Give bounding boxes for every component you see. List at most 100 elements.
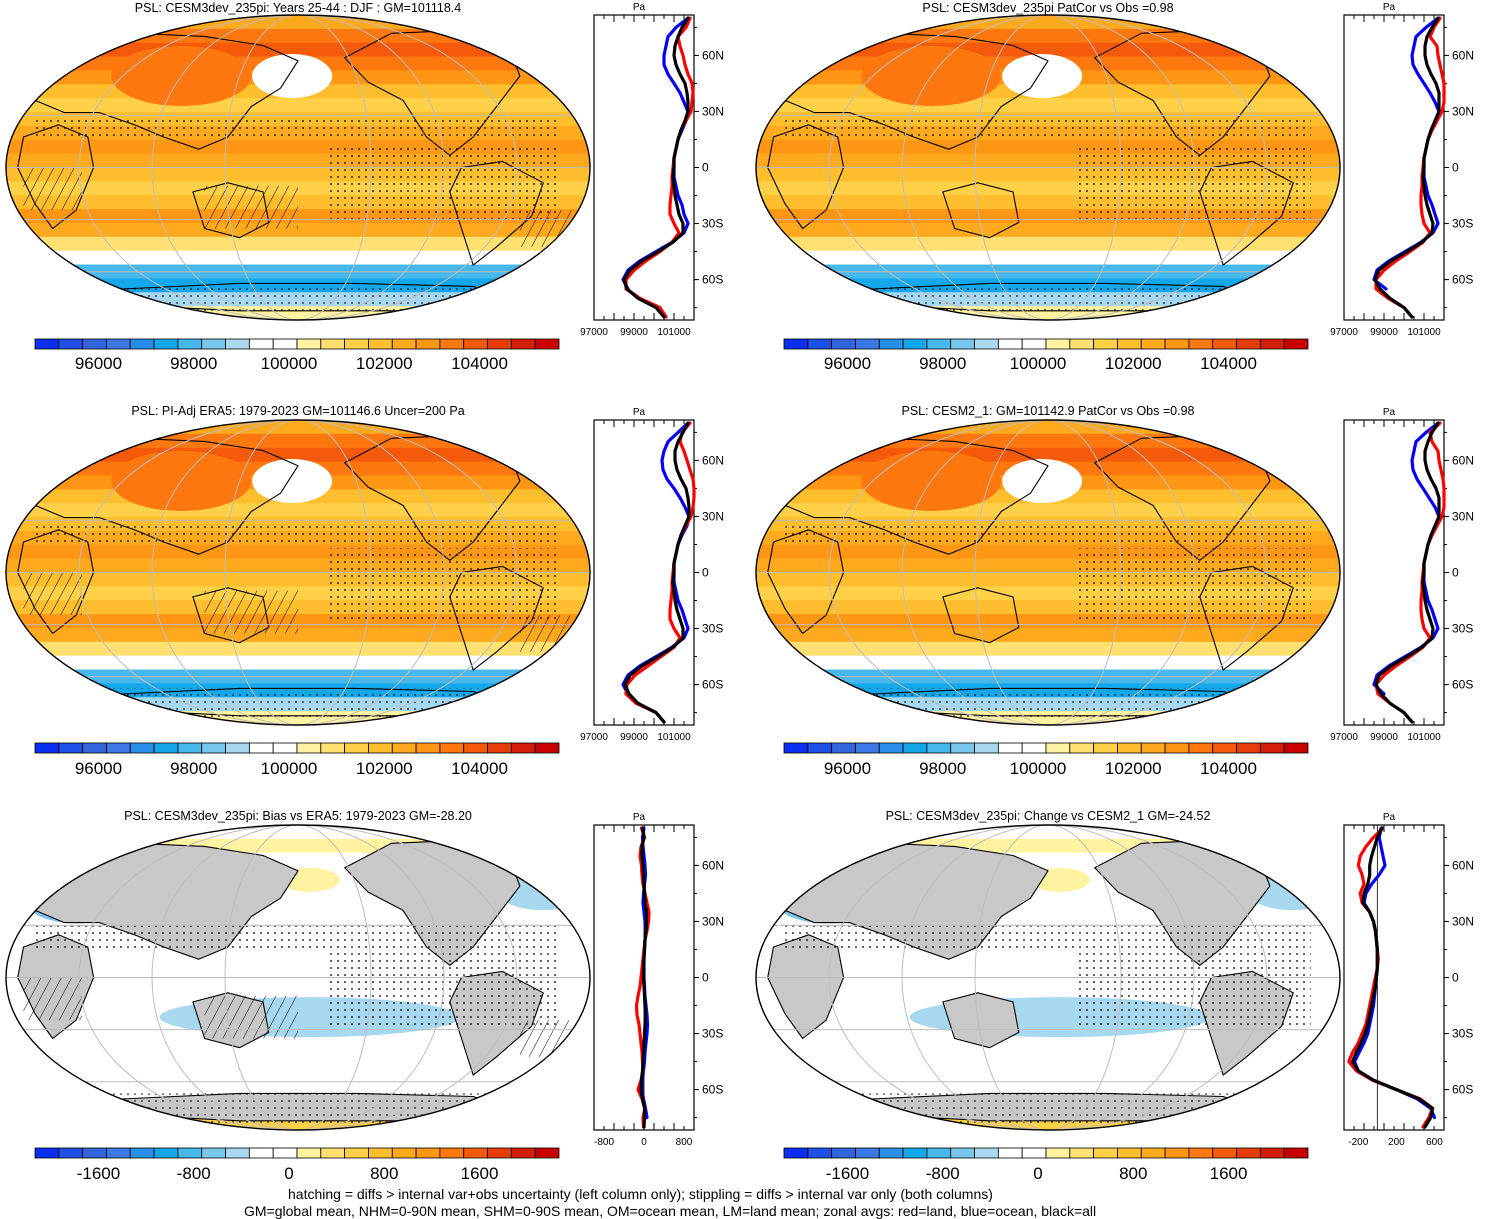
colorbar-swatch — [391, 742, 417, 754]
colorbar-tick-label: 102000 — [356, 354, 413, 373]
colorbar-swatch — [831, 338, 856, 350]
colorbar-swatch — [248, 338, 274, 350]
colorbar-swatch — [1236, 338, 1261, 350]
zonal-line-all — [1373, 16, 1441, 319]
map-field — [6, 420, 590, 725]
colorbar-swatch — [534, 742, 560, 754]
colorbar-tick-label: 104000 — [451, 354, 508, 373]
colorbar-swatch — [296, 1147, 322, 1159]
colorbar-tick-label: 96000 — [824, 759, 871, 778]
colorbar-swatch — [415, 742, 441, 754]
zonal-lat-label: 0 — [702, 971, 709, 985]
colorbar-swatch — [344, 1147, 369, 1159]
colorbar-swatch — [82, 338, 107, 350]
colorbar-swatch — [807, 742, 833, 754]
panel-6: PSL: CESM3dev_235pi: Change vs CESM2_1 G… — [755, 809, 1474, 1183]
colorbar-swatch — [1093, 742, 1118, 754]
colorbar-tick-label: 0 — [284, 1164, 293, 1183]
zonal-average-plot: Pa 60N 30N 0 30S 60S 97000 99000 101000 — [1330, 2, 1474, 338]
colorbar-swatch — [1117, 742, 1142, 754]
colorbar-tick-label: 800 — [370, 1164, 398, 1183]
zonal-lat-label: 60N — [702, 858, 724, 872]
colorbar-swatch — [463, 1147, 488, 1159]
zonal-lat-label: 0 — [702, 566, 709, 580]
colorbar-swatch — [58, 1147, 84, 1159]
zonal-x-tick-label: 99000 — [1370, 327, 1398, 338]
colorbar-swatch — [1069, 338, 1095, 350]
zonal-lat-label: 60N — [702, 453, 724, 467]
colorbar-swatch — [1212, 742, 1237, 754]
colorbar-swatch — [225, 742, 250, 754]
colorbar-swatch — [510, 742, 536, 754]
colorbar-swatch — [82, 1147, 107, 1159]
colorbar-swatch — [487, 1147, 512, 1159]
panel-5: PSL: CESM3dev_235pi: Bias vs ERA5: 1979-… — [5, 809, 724, 1183]
colorbar-swatch — [1140, 338, 1166, 350]
zonal-lat-label: 60N — [1452, 453, 1474, 467]
colorbar-swatch — [1188, 338, 1214, 350]
colorbar-tick-label: 104000 — [1200, 354, 1257, 373]
colorbar-swatch — [997, 1147, 1023, 1159]
colorbar-swatch — [463, 742, 488, 754]
zonal-lat-label: 30N — [1452, 509, 1474, 523]
colorbar-swatch — [487, 742, 512, 754]
colorbar-tick-label: 1600 — [1210, 1164, 1248, 1183]
colorbar-swatch — [1236, 742, 1261, 754]
colorbar-swatch — [878, 338, 904, 350]
zonal-lat-label: 0 — [1452, 161, 1459, 175]
colorbar-swatch — [1259, 742, 1285, 754]
colorbar-swatch — [997, 742, 1023, 754]
colorbar-swatch — [783, 742, 809, 754]
colorbar-swatch — [855, 1147, 880, 1159]
zonal-average-plot: Pa 60N 30N 0 30S 60S 97000 99000 101000 — [580, 407, 724, 743]
colorbar-swatch — [997, 338, 1023, 350]
colorbar-swatch — [177, 338, 203, 350]
zonal-lat-label: 30S — [1452, 622, 1473, 636]
colorbar: -1600 -800 0 800 1600 — [783, 1147, 1309, 1183]
zonal-lat-label: 60S — [1452, 678, 1473, 692]
colorbar: -1600 -800 0 800 1600 — [34, 1147, 560, 1183]
colorbar-tick-label: 96000 — [75, 354, 122, 373]
colorbar-swatch — [807, 338, 833, 350]
colorbar-swatch — [34, 338, 60, 350]
colorbar-swatch — [950, 338, 975, 350]
map-field — [756, 420, 1340, 725]
colorbar-swatch — [225, 1147, 250, 1159]
colorbar-swatch — [439, 1147, 465, 1159]
colorbar-tick-label: 1600 — [461, 1164, 499, 1183]
colorbar-swatch — [296, 338, 322, 350]
map-outline — [5, 824, 591, 1131]
zonal-lat-label: 30N — [702, 914, 724, 928]
colorbar-swatch — [950, 742, 975, 754]
zonal-line-all — [1374, 421, 1441, 724]
panel-title: PSL: CESM3dev_235pi: Years 25-44 : DJF :… — [135, 1, 462, 15]
colorbar-swatch — [153, 1147, 179, 1159]
zonal-lat-label: 0 — [1452, 971, 1459, 985]
colorbar-swatch — [391, 1147, 417, 1159]
colorbar-swatch — [1212, 1147, 1237, 1159]
colorbar-swatch — [1093, 338, 1118, 350]
zonal-lat-label: 30S — [1452, 217, 1473, 231]
colorbar: 96000 98000 100000 102000 104000 — [34, 742, 560, 778]
colorbar-swatch — [344, 742, 369, 754]
zonal-line-all — [623, 421, 691, 724]
map-outline — [5, 419, 591, 726]
colorbar-tick-label: 100000 — [261, 759, 318, 778]
colorbar-swatch — [1093, 1147, 1118, 1159]
colorbar-swatch — [1283, 338, 1309, 350]
colorbar-swatch — [201, 742, 226, 754]
colorbar-tick-label: 98000 — [170, 759, 217, 778]
zonal-x-tick-label: 101000 — [657, 327, 691, 338]
zonal-x-tick-label: 200 — [1388, 1137, 1405, 1148]
map-outline — [755, 14, 1341, 321]
panel-title: PSL: CESM3dev_235pi: Bias vs ERA5: 1979-… — [124, 809, 472, 823]
colorbar-swatch — [1188, 1147, 1214, 1159]
colorbar-tick-label: 98000 — [919, 759, 966, 778]
colorbar-swatch — [902, 1147, 928, 1159]
zonal-x-tick-label: -200 — [1348, 1137, 1368, 1148]
colorbar-swatch — [463, 338, 488, 350]
zonal-lat-label: 60S — [702, 1083, 723, 1097]
zonal-x-tick-label: -800 — [594, 1137, 614, 1148]
colorbar-swatch — [926, 338, 952, 350]
